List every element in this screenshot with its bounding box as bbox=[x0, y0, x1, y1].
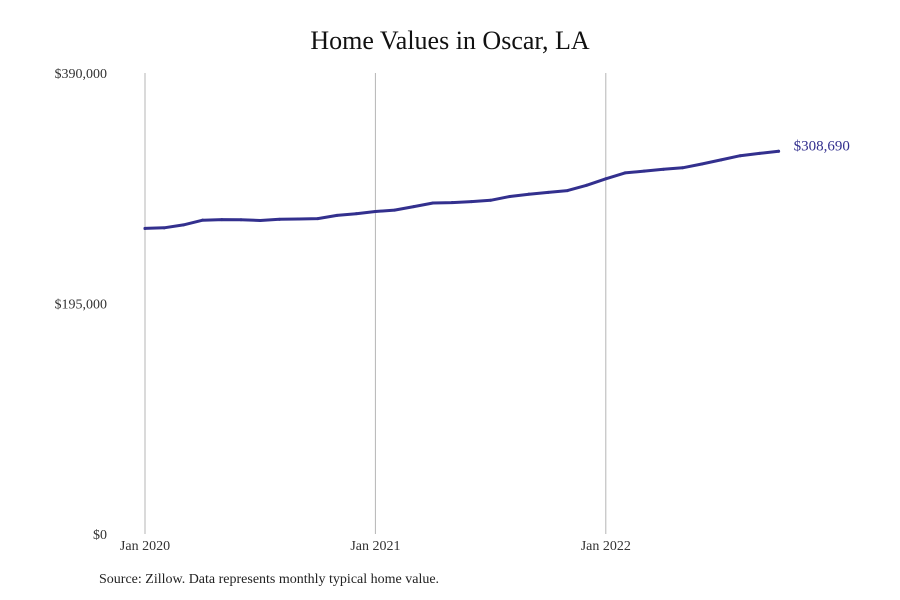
data-point bbox=[239, 218, 243, 222]
data-point bbox=[565, 189, 569, 193]
series-layer bbox=[143, 149, 781, 230]
y-tick-label: $195,000 bbox=[55, 298, 108, 313]
data-point bbox=[258, 219, 262, 223]
gridlines bbox=[144, 73, 607, 534]
data-point bbox=[681, 166, 685, 170]
data-point bbox=[277, 217, 281, 221]
data-point bbox=[162, 226, 166, 230]
data-point bbox=[719, 158, 723, 162]
data-point bbox=[661, 167, 665, 171]
x-tick-label: Jan 2022 bbox=[581, 539, 631, 554]
data-point bbox=[757, 151, 761, 155]
data-point bbox=[181, 223, 185, 227]
data-point bbox=[585, 183, 589, 187]
x-tick-label: Jan 2021 bbox=[350, 539, 400, 554]
data-point bbox=[354, 212, 358, 216]
data-point bbox=[508, 195, 512, 199]
data-point bbox=[373, 210, 377, 214]
data-point bbox=[393, 208, 397, 212]
data-point bbox=[623, 171, 627, 175]
y-tick-label: $0 bbox=[93, 528, 107, 543]
data-point bbox=[489, 198, 493, 202]
data-point bbox=[604, 177, 608, 181]
data-point bbox=[469, 200, 473, 204]
data-point bbox=[220, 218, 224, 222]
data-point bbox=[431, 201, 435, 205]
chart-title: Home Values in Oscar, LA bbox=[310, 26, 590, 55]
y-tick-label: $390,000 bbox=[55, 67, 108, 82]
data-point bbox=[738, 154, 742, 158]
data-point bbox=[297, 217, 301, 221]
data-point bbox=[642, 169, 646, 173]
label-layer: $308,690 bbox=[794, 138, 850, 154]
data-point bbox=[777, 149, 781, 153]
y-axis-ticks: $0 $195,000 $390,000 bbox=[55, 67, 108, 543]
series-line bbox=[143, 149, 781, 230]
data-point bbox=[527, 192, 531, 196]
data-point bbox=[546, 190, 550, 194]
data-point bbox=[335, 213, 339, 217]
end-value-label: $308,690 bbox=[794, 138, 850, 154]
data-point bbox=[201, 218, 205, 222]
data-point bbox=[700, 162, 704, 166]
data-point bbox=[412, 205, 416, 209]
data-point bbox=[450, 201, 454, 205]
source-note: Source: Zillow. Data represents monthly … bbox=[99, 572, 440, 587]
data-point bbox=[316, 217, 320, 221]
data-point bbox=[143, 226, 147, 230]
x-tick-label: Jan 2020 bbox=[120, 539, 170, 554]
x-axis-ticks: Jan 2020 Jan 2021 Jan 2022 bbox=[120, 539, 631, 554]
